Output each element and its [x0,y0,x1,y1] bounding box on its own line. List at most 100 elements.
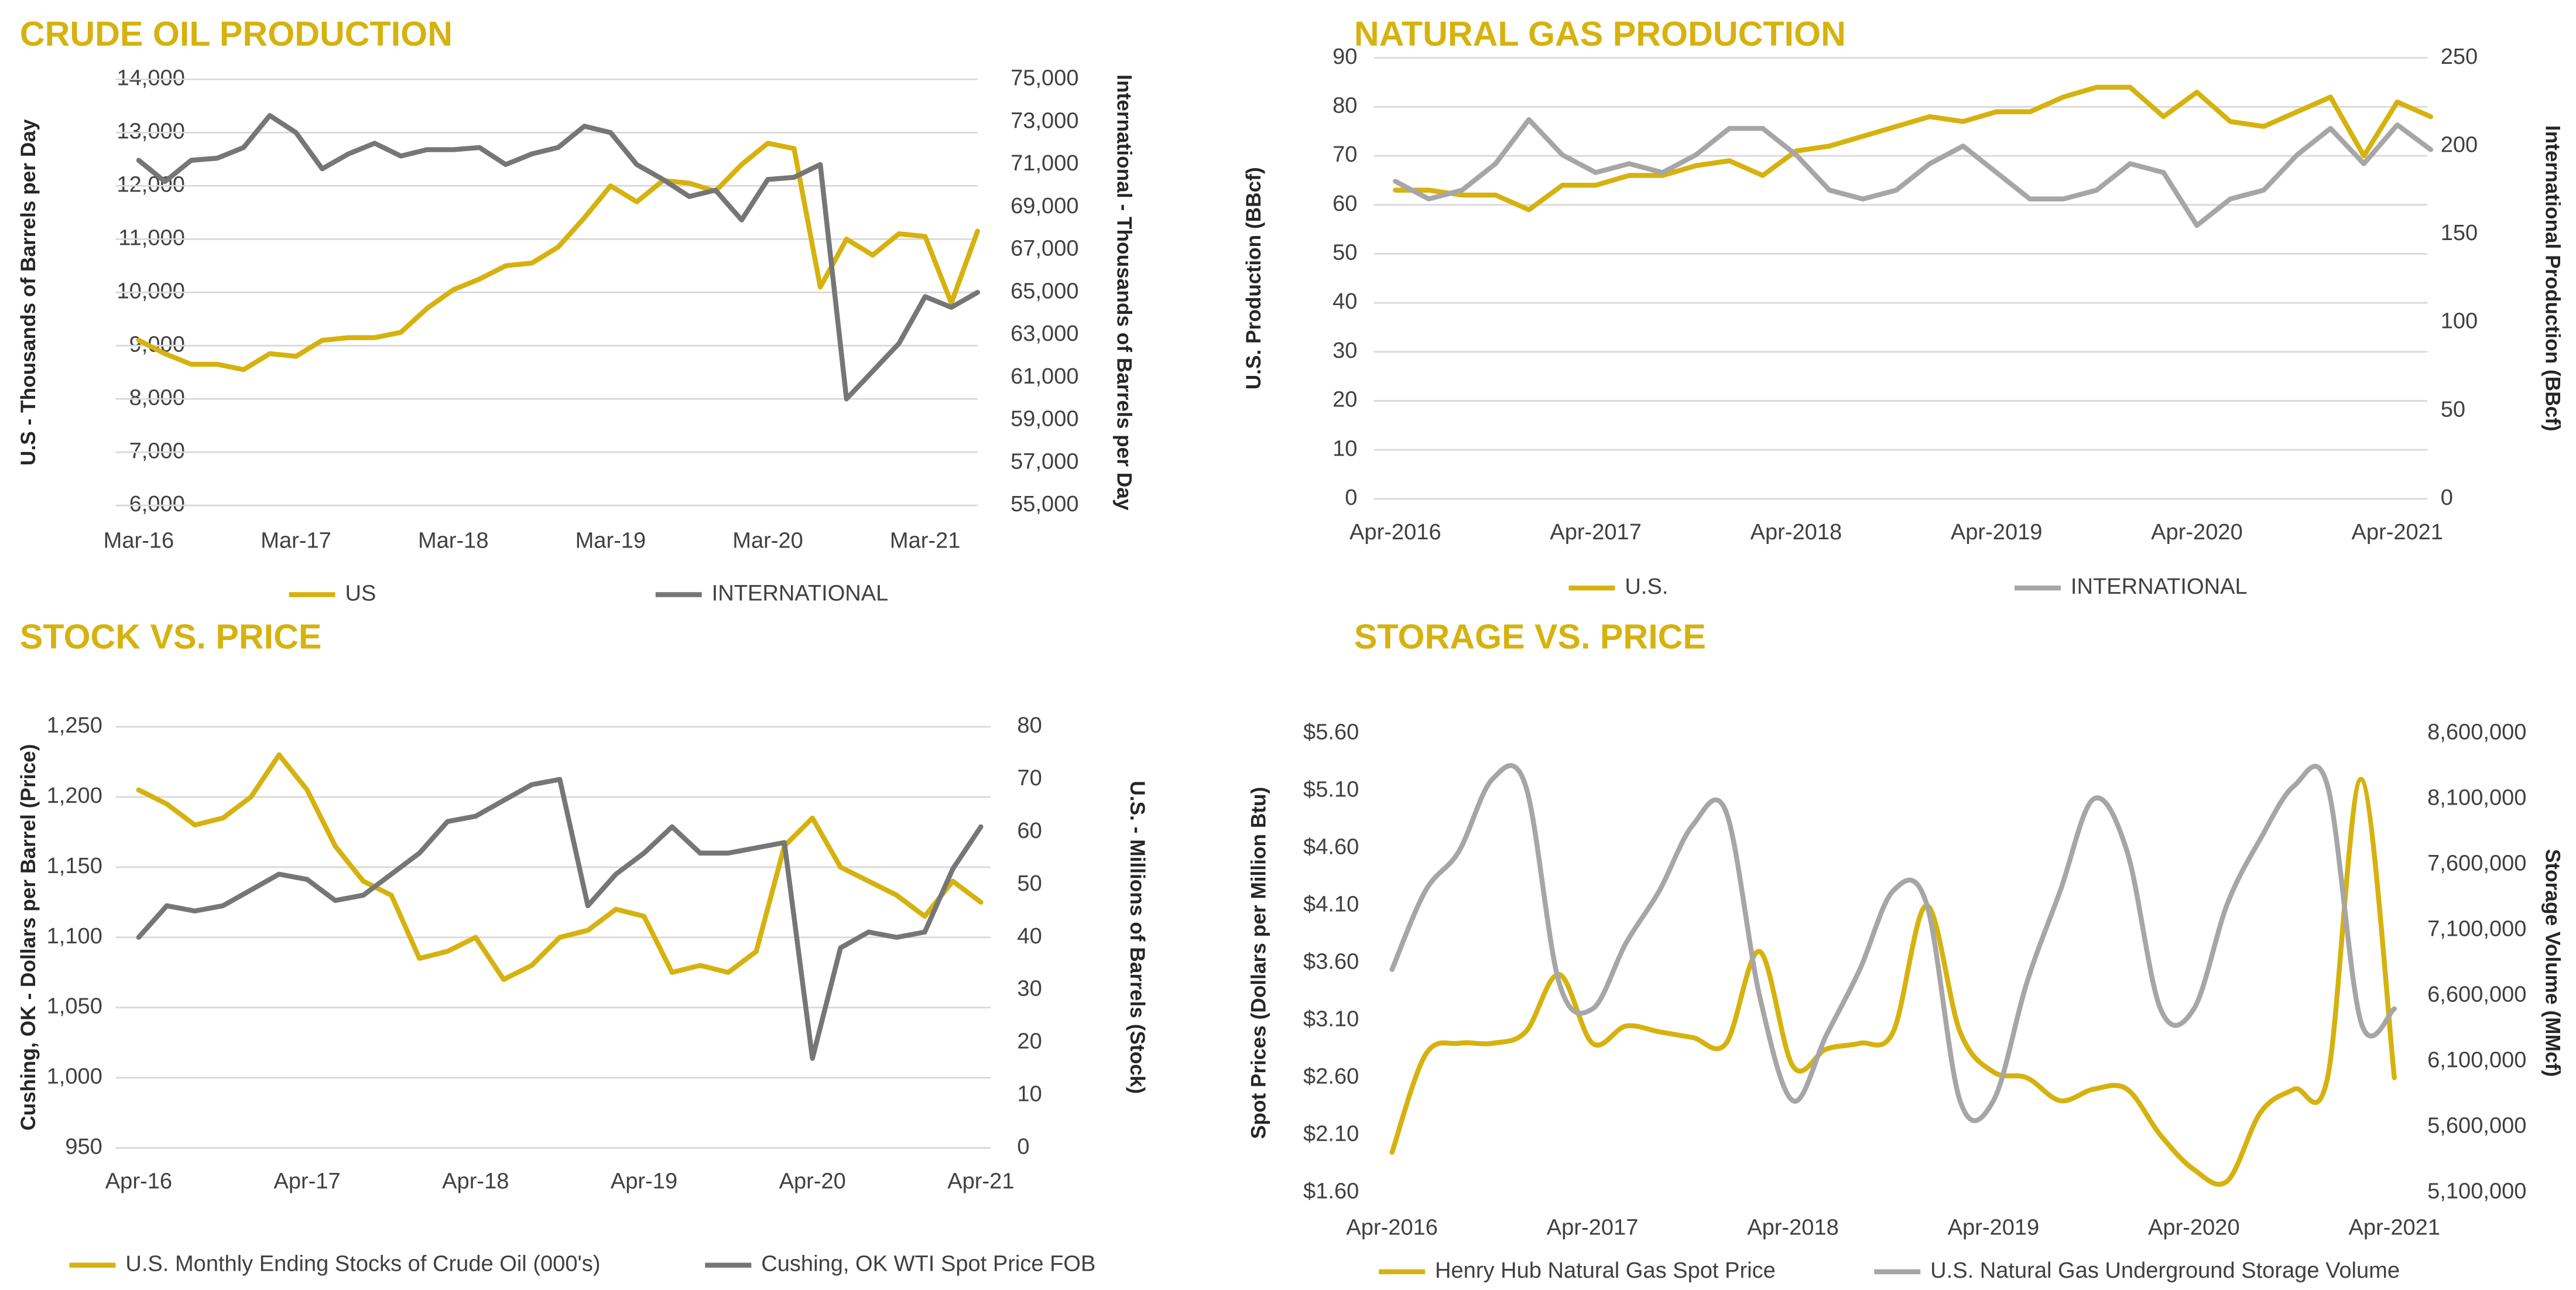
y2-tick-label: 20 [1017,1029,1042,1054]
y-tick-label: $5.60 [1303,720,1359,744]
x-tick-label: Mar-17 [261,528,331,553]
y2-axis-title: U.S. - Millions of Barrels (Stock) [1126,781,1149,1094]
x-tick-label: Mar-20 [732,528,803,553]
y2-axis-title: International Production (BBcf) [2541,125,2564,432]
y2-tick-label: 71,000 [1010,151,1078,176]
legend-label: U.S. Natural Gas Underground Storage Vol… [1930,1258,2400,1283]
y2-tick-label: 55,000 [1010,492,1078,516]
y-tick-label: 50 [1332,241,1357,265]
y2-tick-label: 67,000 [1010,237,1078,261]
y-tick-label: 70 [1332,142,1357,167]
y2-tick-label: 69,000 [1010,194,1078,218]
series-line [1393,84,2434,213]
y2-tick-label: 63,000 [1010,321,1078,346]
x-tick-label: Apr-18 [442,1169,509,1194]
series-line [136,141,980,372]
x-tick-label: Apr-2016 [1349,520,1441,545]
chart-panel: CRUDE OIL PRODUCTION 6,000 7,000 8,000 9,000… [17,14,1136,606]
y-tick-label: 80 [1332,94,1357,118]
y-axis-title: Spot Prices (Dollars per Million Btu) [1247,787,1270,1139]
x-tick-label: Apr-2018 [1747,1216,1839,1240]
y2-tick-label: 6,100,000 [2427,1048,2526,1073]
y2-tick-label: 7,600,000 [2427,851,2526,875]
y-tick-label: 1,100 [47,924,102,949]
y-tick-label: 60 [1332,191,1357,216]
y-tick-label: 9,000 [129,332,185,357]
y2-tick-label: 60 [1017,819,1042,843]
y-tick-label: 10,000 [117,279,184,303]
series-line [1389,776,2397,1187]
y-tick-label: 40 [1332,289,1357,314]
y-tick-label: $5.10 [1303,777,1359,802]
chart-title: STOCK VS. PRICE [20,617,322,656]
x-tick-label: Mar-19 [576,528,646,553]
y-tick-label: 13,000 [117,119,184,143]
y2-tick-label: 70 [1017,766,1042,791]
y2-axis-title: Storage Volume (MMcf) [2541,849,2564,1077]
x-tick-label: Apr-21 [947,1169,1014,1194]
y2-axis-title: International - Thousands of Barrels per… [1113,74,1136,511]
y2-tick-label: 40 [1017,924,1042,949]
y2-tick-label: 0 [1017,1134,1029,1159]
y-tick-label: $1.60 [1303,1179,1359,1204]
y-tick-label: 1,150 [47,854,102,878]
legend-label: INTERNATIONAL [712,581,889,606]
x-tick-label: Mar-16 [104,528,174,553]
y-tick-label: 6,000 [129,492,185,516]
y-tick-label: 14,000 [117,66,184,91]
y2-tick-label: 61,000 [1010,364,1078,389]
chart-title: CRUDE OIL PRODUCTION [20,14,453,53]
y-tick-label: $4.10 [1303,892,1359,916]
chart-title: STORAGE VS. PRICE [1354,617,1706,656]
y-tick-label: 90 [1332,45,1357,69]
y2-tick-label: 65,000 [1010,279,1078,303]
y-axis-title: Cushing, OK - Dollars per Barrel (Price) [17,744,40,1131]
y-tick-label: 10 [1332,436,1357,461]
legend-label: U.S. [1625,574,1668,599]
legend-label: Cushing, OK WTI Spot Price FOB [761,1252,1095,1277]
y2-tick-label: 80 [1017,713,1042,738]
y2-tick-label: 73,000 [1010,108,1078,133]
y2-tick-label: 150 [2441,221,2478,245]
x-tick-label: Apr-2017 [1547,1216,1639,1240]
legend-label: INTERNATIONAL [2071,574,2248,599]
legend-label: Henry Hub Natural Gas Spot Price [1435,1258,1776,1283]
chart-title: NATURAL GAS PRODUCTION [1354,14,1846,53]
y2-tick-label: 7,100,000 [2427,917,2526,942]
y2-tick-label: 5,100,000 [2427,1179,2526,1204]
x-tick-label: Mar-21 [890,528,961,553]
y2-tick-label: 30 [1017,977,1042,1001]
legend-label: U.S. Monthly Ending Stocks of Crude Oil … [125,1252,600,1277]
series-line [136,113,980,402]
chart-panel: STORAGE VS. PRICE $1.60 $2.10 $2.60 $3.10 $3.… [1247,617,2564,1283]
y-tick-label: 30 [1332,338,1357,363]
y2-tick-label: 50 [1017,871,1042,896]
x-tick-label: Apr-2016 [1346,1216,1438,1240]
x-tick-label: Apr-17 [273,1169,340,1194]
y2-tick-label: 6,600,000 [2427,983,2526,1007]
y-tick-label: 0 [1345,485,1357,510]
y-tick-label: 1,250 [47,713,102,738]
y2-tick-label: 59,000 [1010,407,1078,432]
x-tick-label: Apr-2021 [2351,520,2443,545]
y-tick-label: 1,200 [47,783,102,808]
y-tick-label: $4.60 [1303,834,1359,859]
x-tick-label: Apr-2018 [1751,520,1842,545]
y2-tick-label: 8,100,000 [2427,785,2526,810]
series-line [136,776,984,1061]
y2-tick-label: 100 [2441,309,2478,334]
y2-tick-label: 200 [2441,132,2478,157]
y2-tick-label: 75,000 [1010,66,1078,91]
y-axis-title: U.S. Production (BBcf) [1242,167,1265,389]
y-tick-label: 1,050 [47,994,102,1019]
y2-tick-label: 8,600,000 [2427,720,2526,744]
chart-panel: NATURAL GAS PRODUCTION 0 10 20 30 40 50 60 70 80 9… [1242,14,2564,599]
y2-tick-label: 57,000 [1010,449,1078,474]
y-tick-label: 8,000 [129,385,185,410]
x-tick-label: Apr-2020 [2151,520,2243,545]
y-tick-label: $2.10 [1303,1122,1359,1147]
y-tick-label: $3.60 [1303,950,1359,974]
y-tick-label: 950 [65,1134,102,1159]
